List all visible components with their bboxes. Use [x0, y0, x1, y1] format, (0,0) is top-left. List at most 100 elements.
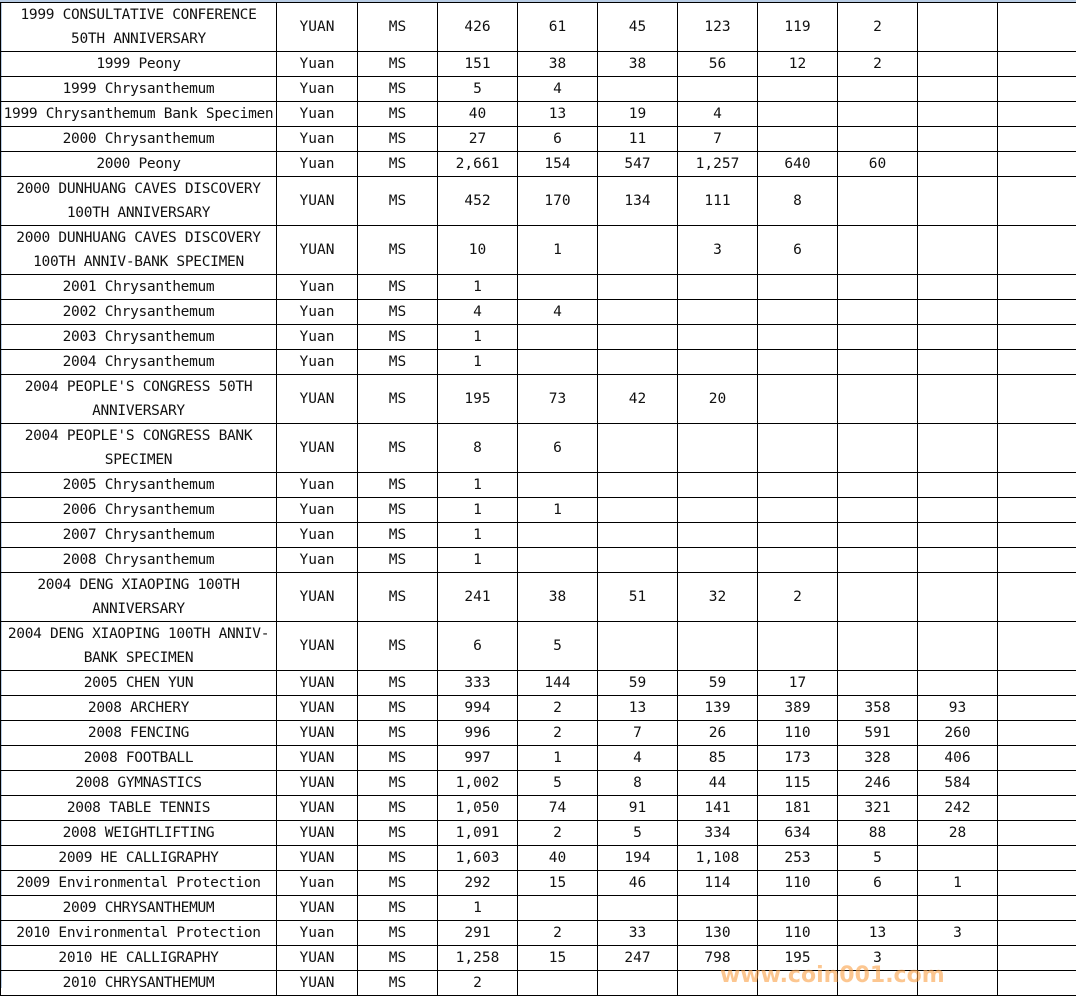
count-cell: 134	[598, 177, 678, 226]
coin-name-cell: 1999 Peony	[1, 52, 277, 77]
grade-cell: MS	[358, 896, 438, 921]
count-cell: 45	[598, 3, 678, 52]
count-cell: 114	[678, 871, 758, 896]
count-cell	[598, 77, 678, 102]
coin-name-cell: 2010 HE CALLIGRAPHY	[1, 946, 277, 971]
count-cell	[918, 127, 998, 152]
grade-cell: MS	[358, 746, 438, 771]
count-cell	[678, 275, 758, 300]
count-cell	[838, 102, 918, 127]
count-cell: 6	[438, 622, 518, 671]
coin-name-cell: 2010 CHRYSANTHEMUM	[1, 971, 277, 996]
count-cell: 46	[598, 871, 678, 896]
denomination-cell: Yuan	[277, 275, 358, 300]
coin-name-cell: 2009 HE CALLIGRAPHY	[1, 846, 277, 871]
coin-name-cell: 2008 GYMNASTICS	[1, 771, 277, 796]
denomination-cell: YUAN	[277, 3, 358, 52]
coin-name-cell: 2001 Chrysanthemum	[1, 275, 277, 300]
coin-name-cell: 2004 DENG XIAOPING 100TH ANNIVERSARY	[1, 573, 277, 622]
denomination-cell: YUAN	[277, 846, 358, 871]
count-cell	[758, 622, 838, 671]
denomination-cell: Yuan	[277, 350, 358, 375]
count-cell	[998, 127, 1076, 152]
count-cell	[758, 498, 838, 523]
coin-name-cell: 2004 Chrysanthemum	[1, 350, 277, 375]
grade-cell: MS	[358, 696, 438, 721]
table-row: 2000 DUNHUANG CAVES DISCOVERY 100TH ANNI…	[1, 177, 1076, 226]
count-cell: 1,050	[438, 796, 518, 821]
count-cell: 151	[438, 52, 518, 77]
count-cell: 19	[598, 102, 678, 127]
count-cell	[598, 300, 678, 325]
coin-name-cell: 2006 Chrysanthemum	[1, 498, 277, 523]
count-cell	[758, 275, 838, 300]
coin-name-cell: 2002 Chrysanthemum	[1, 300, 277, 325]
coin-name-cell: 2008 FOOTBALL	[1, 746, 277, 771]
count-cell	[998, 77, 1076, 102]
count-cell	[998, 350, 1076, 375]
count-cell	[598, 971, 678, 996]
count-cell: 1	[438, 548, 518, 573]
count-cell: 173	[758, 746, 838, 771]
coin-name-cell: 2010 Environmental Protection	[1, 921, 277, 946]
coin-name-cell: 2004 DENG XIAOPING 100TH ANNIV-BANK SPEC…	[1, 622, 277, 671]
count-cell	[758, 548, 838, 573]
count-cell: 253	[758, 846, 838, 871]
count-cell: 33	[598, 921, 678, 946]
count-cell	[758, 473, 838, 498]
count-cell	[838, 896, 918, 921]
count-cell: 242	[918, 796, 998, 821]
count-cell	[838, 573, 918, 622]
count-cell: 111	[678, 177, 758, 226]
coin-name-cell: 2009 Environmental Protection	[1, 871, 277, 896]
count-cell	[678, 498, 758, 523]
count-cell: 4	[438, 300, 518, 325]
count-cell: 2	[758, 573, 838, 622]
count-cell	[998, 573, 1076, 622]
denomination-cell: YUAN	[277, 671, 358, 696]
count-cell: 6	[838, 871, 918, 896]
coin-name-cell: 2008 FENCING	[1, 721, 277, 746]
count-cell: 4	[598, 746, 678, 771]
count-cell	[918, 77, 998, 102]
count-cell: 8	[438, 424, 518, 473]
count-cell: 640	[758, 152, 838, 177]
count-cell: 1,603	[438, 846, 518, 871]
count-cell	[918, 275, 998, 300]
count-cell	[678, 523, 758, 548]
count-cell	[598, 226, 678, 275]
count-cell	[998, 226, 1076, 275]
count-cell	[678, 325, 758, 350]
count-cell: 56	[678, 52, 758, 77]
count-cell: 85	[678, 746, 758, 771]
count-cell	[998, 325, 1076, 350]
table-row: 2004 DENG XIAOPING 100TH ANNIV-BANK SPEC…	[1, 622, 1076, 671]
denomination-cell: YUAN	[277, 721, 358, 746]
count-cell	[838, 473, 918, 498]
count-cell	[758, 102, 838, 127]
count-cell: 2	[518, 721, 598, 746]
count-cell	[998, 52, 1076, 77]
count-cell: 634	[758, 821, 838, 846]
count-cell	[918, 573, 998, 622]
count-cell	[918, 226, 998, 275]
count-cell: 1	[438, 523, 518, 548]
count-cell: 426	[438, 3, 518, 52]
count-cell: 2	[518, 696, 598, 721]
count-cell: 2	[438, 971, 518, 996]
coin-name-cell: 1999 Chrysanthemum	[1, 77, 277, 102]
count-cell: 15	[518, 871, 598, 896]
count-cell	[838, 325, 918, 350]
count-cell	[838, 424, 918, 473]
count-cell	[918, 671, 998, 696]
count-cell: 1,091	[438, 821, 518, 846]
coin-name-cell: 1999 CONSULTATIVE CONFERENCE 50TH ANNIVE…	[1, 3, 277, 52]
grade-cell: MS	[358, 771, 438, 796]
